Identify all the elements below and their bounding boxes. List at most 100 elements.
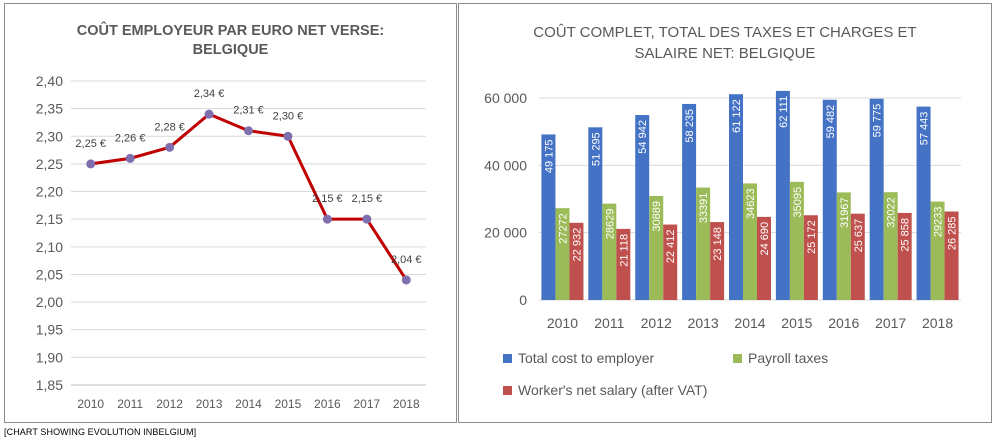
legend-item-total-cost: Total cost to employer	[503, 350, 654, 366]
data-point	[86, 159, 96, 169]
bar	[541, 134, 556, 300]
legend-label-net-salary: Worker's net salary (after VAT)	[518, 382, 708, 398]
x-tick-label: 2010	[547, 315, 578, 331]
bar	[555, 208, 570, 300]
data-label: 2,04 €	[391, 254, 422, 266]
y-tick-label: 2,20	[36, 184, 63, 200]
x-tick-label: 2018	[393, 397, 420, 411]
bar	[803, 215, 818, 300]
bar	[897, 212, 912, 300]
bar	[616, 228, 631, 300]
y-tick-label: 1,95	[36, 322, 63, 338]
bar	[635, 115, 650, 301]
bar	[663, 224, 678, 300]
bar-label: 25 858	[900, 218, 912, 252]
data-point	[244, 126, 253, 136]
data-point	[165, 142, 175, 152]
bar	[836, 192, 851, 300]
bar-label: 59 482	[825, 105, 837, 139]
bar	[602, 203, 617, 300]
y-tick-label: 2,15	[36, 211, 63, 227]
legend-label-payroll-taxes: Payroll taxes	[748, 350, 829, 366]
legend-label-total-cost: Total cost to employer	[518, 350, 655, 366]
bar	[696, 187, 711, 300]
bar-label: 34623	[745, 188, 757, 219]
y-tick-label: 2,05	[36, 266, 63, 282]
x-tick-label: 2016	[314, 397, 341, 411]
data-point	[204, 109, 214, 119]
bar-label: 32022	[886, 197, 898, 228]
bar	[710, 222, 725, 300]
x-tick-label: 2016	[828, 315, 859, 331]
y-tick-label: 1,90	[36, 349, 63, 365]
bar-label: 49 175	[543, 139, 555, 173]
bar-label: 23 148	[712, 227, 724, 261]
x-tick-label: 2013	[196, 397, 223, 411]
x-tick-label: 2018	[922, 315, 953, 331]
bar-label: 30889	[651, 201, 663, 232]
bar-label: 61 122	[731, 99, 743, 133]
legend-swatch-net-salary	[503, 385, 512, 395]
bar-label: 25 637	[853, 219, 865, 253]
x-tick-label: 2017	[353, 397, 380, 411]
data-label: 2,30 €	[273, 110, 304, 122]
y-tick-label: 60 000	[484, 90, 527, 106]
bar-label: 51 295	[590, 132, 602, 166]
bar-label: 31967	[839, 197, 851, 228]
line-chart: 1,85 1,90 1,95 2,00 2,05 2,10 2,15 2,20 2,25 2,30…	[36, 73, 426, 411]
x-tick-label: 2011	[117, 397, 143, 411]
data-point	[401, 275, 411, 285]
x-tick-label: 2014	[235, 397, 262, 411]
x-tick-label: 2010	[77, 397, 104, 411]
bar	[869, 98, 884, 300]
right-chart-panel: COÛT COMPLET, TOTAL DES TAXES ET CHARGES…	[458, 3, 992, 423]
y-tick-label: 2,00	[36, 294, 63, 310]
data-label: 2,26 €	[115, 132, 146, 144]
x-tick-label: 2015	[781, 315, 812, 331]
bar-label: 29233	[933, 207, 945, 238]
bar-label: 24 690	[759, 222, 771, 256]
y-tick-label: 20 000	[484, 225, 527, 241]
y-tick-label: 40 000	[484, 157, 527, 173]
bar-label: 27272	[557, 213, 569, 244]
bar	[789, 181, 804, 300]
data-label: 2,34 €	[194, 88, 225, 100]
bar-label: 35095	[792, 187, 804, 218]
legend-swatch-total-cost	[503, 353, 512, 363]
bar	[775, 90, 790, 300]
bar-label: 22 412	[665, 230, 677, 264]
data-label: 2,31 €	[233, 105, 264, 117]
data-label: 2,25 €	[75, 138, 106, 150]
left-chart-panel: COÛT EMPLOYEUR PAR EURO NET VERSE: BELGI…	[4, 3, 457, 423]
x-tick-label: 2015	[275, 397, 302, 411]
bar-label: 58 235	[684, 109, 696, 143]
bar	[649, 196, 664, 300]
y-tick-label: 2,40	[36, 73, 63, 89]
bar	[588, 127, 603, 301]
bar	[822, 99, 837, 301]
left-chart-title: COÛT EMPLOYEUR PAR EURO NET VERSE: BELGI…	[76, 23, 385, 58]
bar	[757, 216, 771, 300]
data-label: 2,15 €	[352, 193, 383, 205]
bar-chart: 0 20 000 40 000 60 000 2010 49 175 27272 22 932…	[484, 90, 961, 331]
bar-label: 25 172	[806, 220, 818, 254]
bar-label: 54 942	[637, 120, 649, 154]
data-point	[125, 153, 135, 163]
x-tick-label: 2012	[156, 397, 183, 411]
bar-label: 26 285	[947, 217, 959, 251]
bar	[729, 94, 743, 301]
legend-item-payroll-taxes: Payroll taxes	[733, 350, 828, 366]
y-tick-label: 2,10	[36, 239, 63, 255]
x-tick-label: 2017	[875, 315, 906, 331]
legend-item-net-salary: Worker's net salary (after VAT)	[503, 382, 707, 398]
bar	[569, 222, 584, 300]
data-label: 2,28 €	[154, 121, 185, 133]
data-label: 2,15 €	[312, 193, 343, 205]
bar	[682, 103, 697, 300]
right-chart-title: COÛT COMPLET, TOTAL DES TAXES ET CHARGES…	[533, 24, 917, 62]
bar	[743, 183, 757, 300]
bar-label: 62 111	[778, 96, 790, 128]
data-point	[362, 214, 372, 224]
bar-label: 21 118	[618, 234, 630, 267]
bar-label: 33391	[698, 193, 710, 224]
